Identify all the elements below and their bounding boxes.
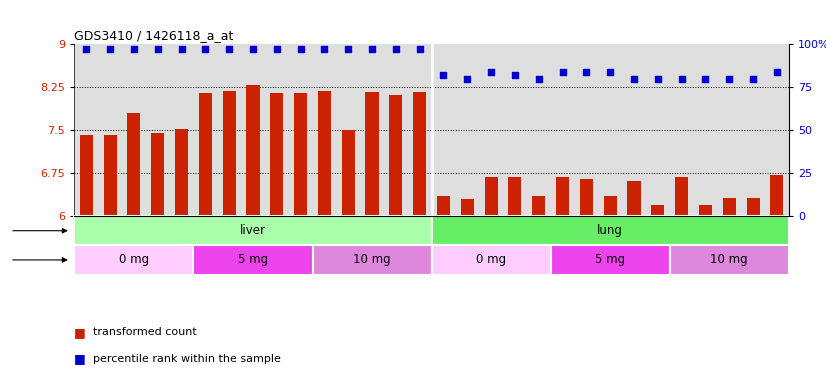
Bar: [675, 177, 688, 216]
Point: [270, 46, 283, 52]
Point: [461, 76, 474, 82]
Text: ■: ■: [74, 326, 86, 339]
Point: [580, 69, 593, 75]
Bar: [747, 198, 760, 216]
Bar: [551, 245, 670, 275]
Point: [508, 72, 521, 78]
Text: GDS3410 / 1426118_a_at: GDS3410 / 1426118_a_at: [74, 28, 234, 41]
Point: [675, 76, 688, 82]
Bar: [431, 216, 789, 245]
Bar: [79, 135, 93, 216]
Point: [103, 46, 116, 52]
Point: [151, 46, 164, 52]
Text: transformed count: transformed count: [93, 327, 197, 337]
Point: [771, 69, 784, 75]
Point: [318, 46, 331, 52]
Text: 5 mg: 5 mg: [596, 253, 625, 266]
Point: [604, 69, 617, 75]
Point: [294, 46, 307, 52]
Point: [389, 46, 402, 52]
Bar: [318, 91, 331, 216]
Point: [723, 76, 736, 82]
Bar: [485, 177, 498, 216]
Point: [222, 46, 235, 52]
Bar: [151, 133, 164, 216]
Bar: [431, 245, 551, 275]
Text: lung: lung: [597, 224, 623, 237]
Bar: [74, 216, 431, 245]
Point: [413, 46, 426, 52]
Text: 0 mg: 0 mg: [476, 253, 506, 266]
Point: [556, 69, 569, 75]
Bar: [270, 93, 283, 216]
Bar: [699, 205, 712, 216]
Point: [342, 46, 355, 52]
Bar: [342, 130, 355, 216]
Point: [79, 46, 93, 52]
Bar: [294, 93, 307, 216]
Bar: [246, 85, 259, 216]
Bar: [389, 94, 402, 216]
Point: [365, 46, 378, 52]
Point: [175, 46, 188, 52]
Point: [747, 76, 760, 82]
Bar: [437, 196, 450, 216]
Bar: [628, 180, 641, 216]
Point: [437, 72, 450, 78]
Text: 5 mg: 5 mg: [238, 253, 268, 266]
Bar: [365, 92, 378, 216]
Point: [651, 76, 664, 82]
Text: percentile rank within the sample: percentile rank within the sample: [93, 354, 280, 364]
Point: [628, 76, 641, 82]
Bar: [199, 93, 212, 216]
Bar: [413, 92, 426, 216]
Bar: [723, 198, 736, 216]
Bar: [532, 196, 545, 216]
Bar: [193, 245, 312, 275]
Bar: [222, 91, 235, 216]
Bar: [461, 199, 474, 216]
Point: [127, 46, 140, 52]
Point: [699, 76, 712, 82]
Point: [485, 69, 498, 75]
Bar: [74, 245, 193, 275]
Text: 10 mg: 10 mg: [710, 253, 748, 266]
Text: 0 mg: 0 mg: [119, 253, 149, 266]
Bar: [103, 135, 116, 216]
Bar: [604, 196, 617, 216]
Text: 10 mg: 10 mg: [354, 253, 391, 266]
Text: liver: liver: [240, 224, 266, 237]
Point: [532, 76, 545, 82]
Bar: [312, 245, 431, 275]
Bar: [670, 245, 789, 275]
Bar: [127, 113, 140, 216]
Bar: [556, 177, 569, 216]
Bar: [771, 175, 784, 216]
Bar: [651, 205, 664, 216]
Text: ■: ■: [74, 353, 86, 366]
Point: [199, 46, 212, 52]
Bar: [175, 129, 188, 216]
Bar: [580, 179, 593, 216]
Bar: [508, 177, 521, 216]
Point: [246, 46, 259, 52]
